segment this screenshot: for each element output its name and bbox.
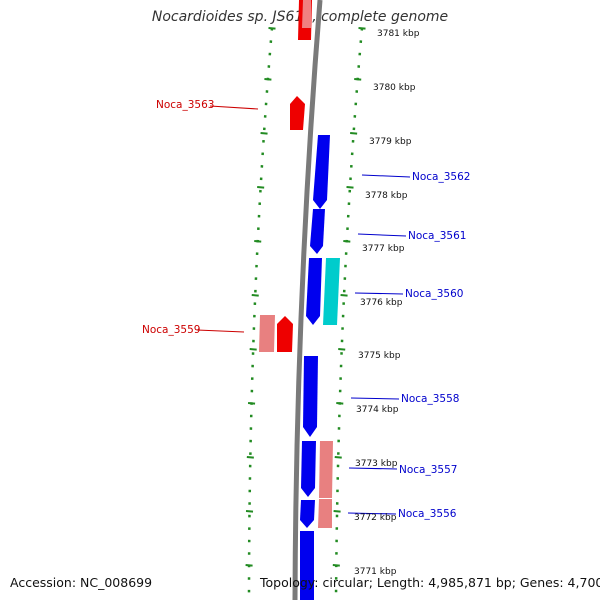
tick-label: 3778 kbp (365, 191, 408, 201)
leader-noca-3556 (347, 512, 397, 515)
major-tick (264, 78, 272, 81)
major-tick (251, 294, 259, 297)
gene-feature-noca-3556-a (300, 500, 315, 528)
left-major-ticks (245, 27, 276, 567)
right-major-ticks (332, 27, 366, 567)
gene-feature-noca-3561 (310, 209, 325, 254)
gene-feature-noca-3563 (290, 96, 305, 130)
major-tick (246, 456, 254, 459)
gene-label-noca-3560[interactable]: Noca_3560 (405, 288, 463, 300)
gene-feature-top-forward-pseudo (302, 0, 311, 28)
tick-label: 3773 kbp (355, 459, 398, 469)
right-dotted-ruler (334, 27, 364, 600)
major-tick (338, 348, 346, 351)
major-tick (245, 564, 253, 567)
tick-label: 3781 kbp (377, 29, 420, 39)
gene-feature-noca-3560-a (306, 258, 322, 325)
major-tick (260, 132, 268, 135)
leader-noca-3562 (361, 174, 411, 178)
ruler-tick-labels: 3781 kbp 3780 kbp 3779 kbp 3778 kbp 3777… (354, 29, 420, 577)
major-tick (334, 456, 342, 459)
major-tick (249, 348, 257, 351)
tick-label: 3771 kbp (354, 567, 397, 577)
major-tick (336, 402, 344, 405)
gene-feature-noca-3559 (277, 316, 293, 352)
tick-label: 3772 kbp (354, 513, 397, 523)
major-tick (354, 78, 362, 81)
major-tick (346, 186, 354, 189)
tick-label: 3776 kbp (360, 298, 403, 308)
tick-label: 3774 kbp (356, 405, 399, 415)
major-tick (257, 186, 265, 189)
major-tick (350, 132, 358, 135)
genome-backbone (292, 0, 323, 600)
tick-label: 3775 kbp (358, 351, 401, 361)
gene-feature-noca-3562 (313, 135, 330, 209)
major-tick (358, 27, 366, 30)
leader-noca-3561 (357, 233, 407, 237)
major-tick (332, 564, 340, 567)
major-tick (340, 294, 348, 297)
topology-text: Topology: circular; Length: 4,985,871 bp… (260, 575, 600, 590)
gene-feature-noca-3557-b (319, 441, 333, 498)
gene-label-noca-3561[interactable]: Noca_3561 (408, 230, 466, 242)
major-tick (247, 402, 256, 405)
gene-feature-noca-3560-b (323, 258, 340, 325)
gene-label-noca-3557[interactable]: Noca_3557 (399, 464, 457, 476)
gene-feature-noca-3556-b (318, 499, 332, 528)
tick-label: 3779 kbp (369, 137, 412, 147)
leader-noca-3559 (196, 329, 245, 333)
gene-feature-noca-3559-pseudo (259, 315, 275, 352)
leader-noca-3558 (350, 397, 400, 400)
leader-noca-3557 (348, 467, 398, 470)
gene-feature-noca-3557-a (301, 441, 316, 497)
gene-label-noca-3558[interactable]: Noca_3558 (401, 393, 459, 405)
major-tick (254, 240, 262, 243)
gene-feature-noca-3558 (303, 356, 318, 437)
major-tick (343, 240, 351, 243)
gene-label-noca-3559[interactable]: Noca_3559 (142, 324, 200, 336)
leader-noca-3563 (209, 105, 259, 110)
left-dotted-ruler (247, 27, 274, 600)
major-tick (268, 27, 276, 30)
major-tick (333, 510, 341, 513)
major-tick (245, 510, 254, 513)
gene-label-noca-3556[interactable]: Noca_3556 (398, 508, 457, 520)
leader-noca-3560 (354, 292, 404, 295)
gene-label-noca-3562[interactable]: Noca_3562 (412, 171, 470, 183)
tick-label: 3780 kbp (373, 83, 416, 93)
gene-label-noca-3563[interactable]: Noca_3563 (156, 99, 214, 111)
accession-text: Accession: NC_008699 (10, 575, 153, 590)
gene-feature-bottom-reverse (300, 531, 314, 600)
tick-label: 3777 kbp (362, 244, 405, 254)
